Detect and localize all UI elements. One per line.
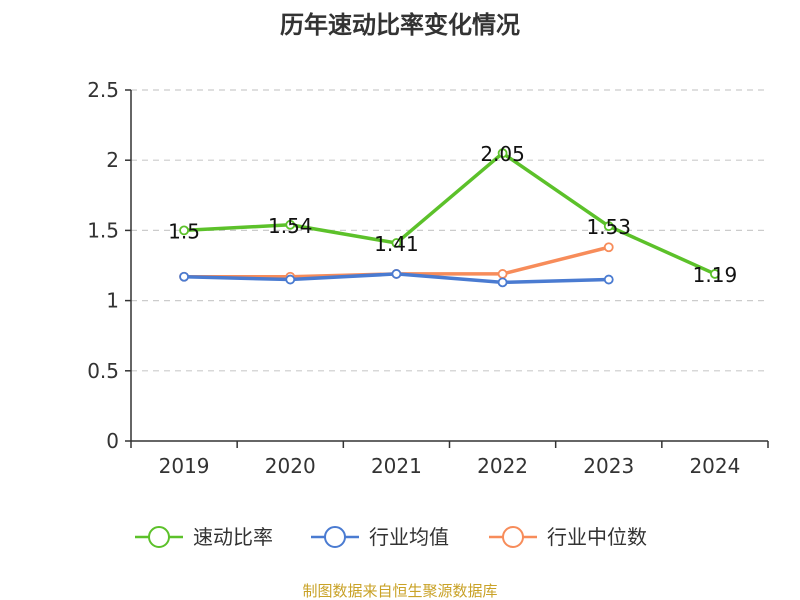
grid-lines: [131, 89, 768, 372]
series-layer: [179, 148, 720, 288]
y-tick-label: 2: [106, 148, 119, 172]
data-label: 1.54: [268, 214, 313, 238]
data-point: [710, 269, 720, 279]
legend-label: 行业中位数: [547, 525, 647, 549]
data-point: [497, 269, 508, 279]
legend-marker: [324, 526, 346, 548]
data-point: [391, 269, 402, 279]
data-point: [285, 219, 296, 230]
x-tick-label: 2022: [477, 454, 528, 478]
data-label: 1.41: [374, 232, 419, 256]
x-tick-label: 2021: [371, 454, 422, 478]
x-tick-label: 2024: [689, 454, 740, 478]
y-tick-label: 1.5: [87, 218, 119, 242]
data-point: [179, 225, 189, 236]
data-labels: 1.5 1.54 1.41 2.05 1.53 1.19: [168, 142, 737, 287]
data-point: [603, 242, 614, 253]
legend-label: 行业均值: [369, 525, 449, 549]
x-tick-label: 2023: [583, 454, 634, 478]
data-point: [497, 148, 508, 159]
y-tick-label: 0: [106, 429, 119, 453]
series-line: [183, 151, 716, 276]
data-label: 1.19: [693, 263, 738, 287]
legend-marker: [148, 526, 170, 548]
data-point: [603, 274, 614, 285]
data-point: [391, 238, 402, 248]
data-point: [497, 277, 508, 288]
legend-label: 速动比率: [193, 525, 273, 549]
x-tick-label: 2019: [159, 454, 210, 478]
y-tick-label: 2.5: [87, 78, 119, 102]
chart-title: 历年速动比率变化情况: [280, 11, 520, 39]
legend-item[interactable]: 行业均值: [311, 525, 449, 549]
data-point: [285, 274, 296, 285]
y-tick-label: 0.5: [87, 359, 119, 383]
legend-item[interactable]: 行业中位数: [489, 525, 647, 549]
legend: 速动比率 行业均值 行业中位数: [135, 525, 647, 549]
series-1: [179, 148, 720, 279]
series-2: [179, 269, 614, 288]
data-point: [603, 221, 614, 232]
data-label: 2.05: [480, 142, 525, 166]
data-label: 1.53: [586, 215, 631, 239]
source-note: 制图数据来自恒生聚源数据库: [302, 582, 497, 600]
data-label: 1.5: [168, 219, 200, 243]
data-point: [179, 271, 189, 282]
axes: 0 0.5 1 1.5 2 2.5 2019 2020 2021 2022 2023 2024: [87, 78, 769, 478]
legend-item[interactable]: 速动比率: [135, 525, 273, 549]
x-tick-label: 2020: [265, 454, 316, 478]
y-tick-label: 1: [106, 289, 119, 313]
legend-marker: [502, 526, 524, 548]
